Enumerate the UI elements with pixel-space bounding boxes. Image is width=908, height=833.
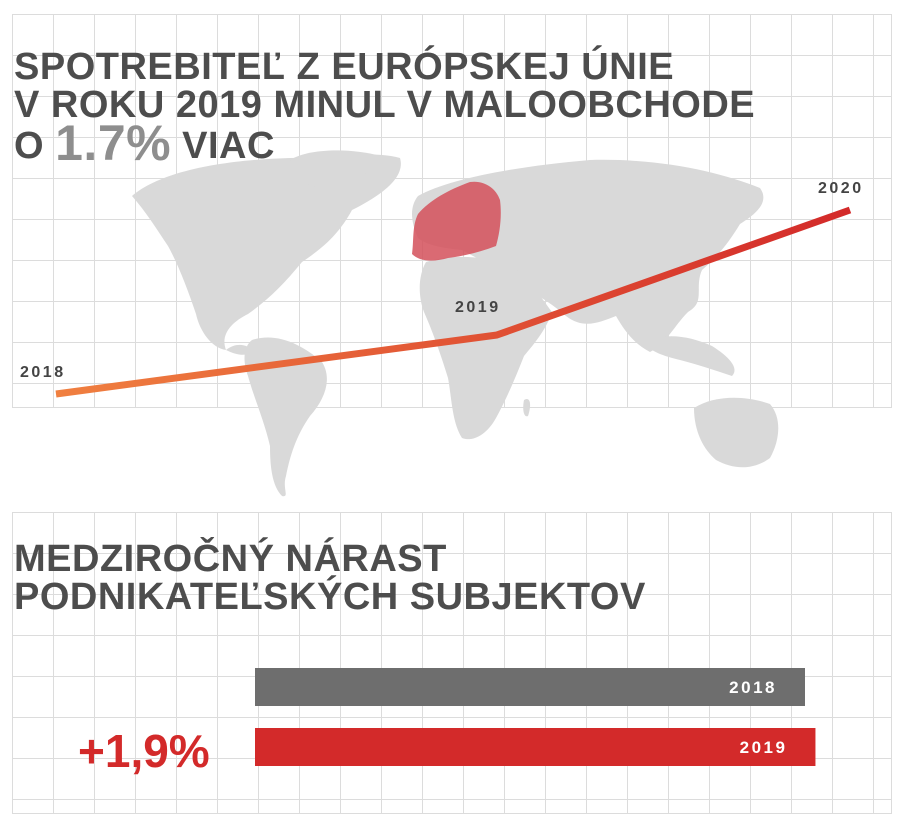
top-title-pre: O [14, 125, 45, 167]
bar-change-label: +1,9% [78, 725, 210, 777]
australia-shape [694, 397, 779, 468]
madagascar-shape [523, 398, 531, 417]
line-x-label: 2018 [20, 364, 66, 381]
trend-line [55, 206, 852, 398]
bar-2019 [255, 728, 816, 766]
top-title-line-1: SPOTREBITEĽ Z EURÓPSKEJ ÚNIE [14, 46, 675, 88]
top-chart-title: SPOTREBITEĽ Z EURÓPSKEJ ÚNIE V ROKU 2019… [14, 46, 756, 168]
bottom-title-line-2: PODNIKATEĽSKÝCH SUBJEKTOV [14, 576, 646, 618]
southeast-asia-shape [644, 336, 735, 376]
top-title-percent: 1.7% [55, 115, 172, 171]
north-america-shape [132, 154, 401, 350]
south-america-shape [244, 337, 327, 497]
line-x-label: 2020 [818, 180, 864, 197]
world-map-continents [132, 150, 779, 497]
top-title-line-3: O 1.7% VIAC [14, 118, 755, 168]
bar-2018 [255, 668, 805, 706]
europe-highlight [412, 181, 501, 261]
line-x-label: 2019 [455, 298, 501, 316]
greenland-shape [290, 150, 380, 188]
bottom-chart-title: MEDZIROČNÝ NÁRAST PODNIKATEĽSKÝCH SUBJEK… [14, 540, 646, 616]
bottom-title-line-1: MEDZIROČNÝ NÁRAST [14, 538, 447, 580]
top-title-line-2: V ROKU 2019 MINUL V MALOOBCHODE [14, 84, 756, 126]
top-title-post: VIAC [182, 125, 275, 167]
bar-label-2018: 2018 [729, 678, 777, 697]
bar-label-2019: 2019 [740, 738, 788, 757]
africa-shape [419, 256, 552, 440]
bar-group: 2018 2019 [255, 668, 816, 766]
